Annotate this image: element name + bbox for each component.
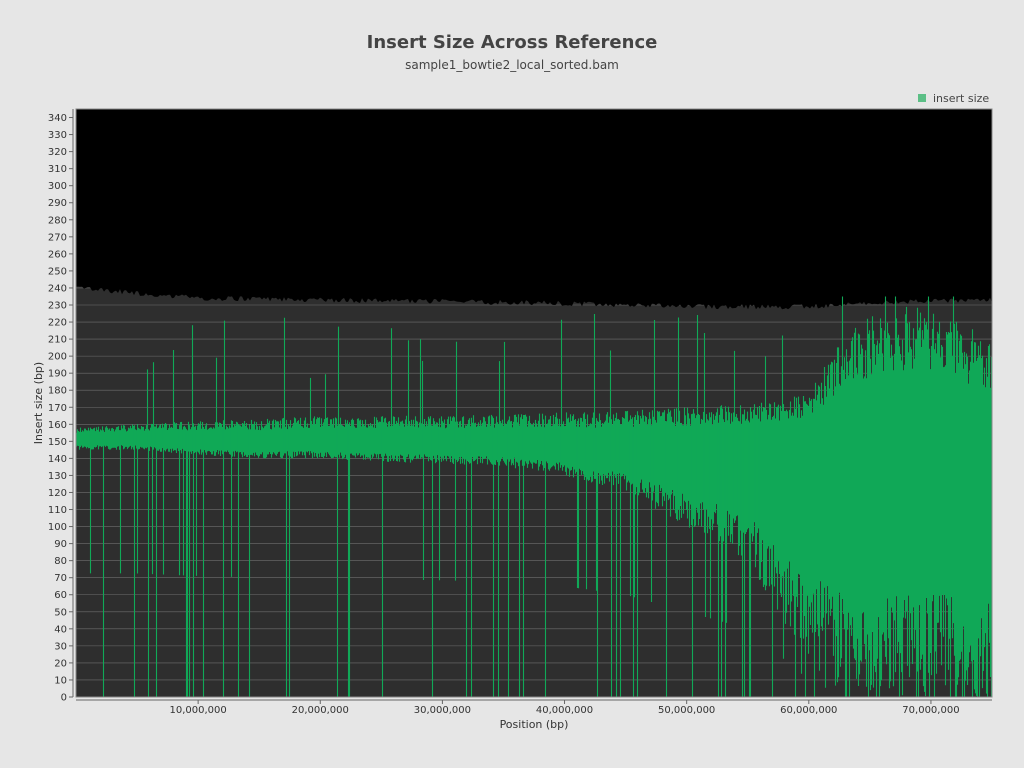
x-tick-label: 20,000,000 bbox=[292, 705, 349, 716]
series-insert-size bbox=[75, 296, 993, 697]
y-tick-label: 60 bbox=[54, 590, 67, 601]
y-tick-label: 320 bbox=[48, 147, 67, 158]
y-tick-label: 290 bbox=[48, 198, 67, 209]
y-tick-label: 190 bbox=[48, 369, 67, 380]
x-axis: 10,000,000 20,000,000 30,000,000 40,000,000… bbox=[76, 699, 992, 716]
y-tick-label: 260 bbox=[48, 249, 67, 260]
y-tick-label: 220 bbox=[48, 318, 67, 329]
x-tick-label: 30,000,000 bbox=[414, 705, 471, 716]
y-tick-label: 120 bbox=[48, 488, 67, 499]
chart-title: Insert Size Across Reference bbox=[367, 32, 658, 53]
y-tick-label: 90 bbox=[54, 539, 67, 550]
y-tick-label: 80 bbox=[54, 556, 67, 567]
y-tick-label: 270 bbox=[48, 232, 67, 243]
y-tick-label: 280 bbox=[48, 215, 67, 226]
y-tick-label: 250 bbox=[48, 266, 67, 277]
x-tick-label: 50,000,000 bbox=[658, 705, 715, 716]
y-tick-label: 230 bbox=[48, 301, 67, 312]
y-tick-label: 180 bbox=[48, 386, 67, 397]
y-tick-label: 340 bbox=[48, 113, 67, 124]
y-tick-label: 0 bbox=[61, 693, 67, 704]
y-tick-label: 130 bbox=[48, 471, 67, 482]
y-tick-label: 300 bbox=[48, 181, 67, 192]
x-tick-label: 40,000,000 bbox=[536, 705, 593, 716]
y-tick-label: 160 bbox=[48, 420, 67, 431]
x-tick-label: 60,000,000 bbox=[780, 705, 837, 716]
y-tick-label: 310 bbox=[48, 164, 67, 175]
plot-border bbox=[75, 108, 993, 698]
y-tick-label: 50 bbox=[54, 607, 67, 618]
x-tick-label: 10,000,000 bbox=[170, 705, 227, 716]
y-tick-label: 30 bbox=[54, 641, 67, 652]
y-tick-label: 210 bbox=[48, 335, 67, 346]
y-tick-label: 100 bbox=[48, 522, 67, 533]
y-axis: 0 10 20 30 40 50 60 70 80 90 100 110 120 130 140 150 160… bbox=[48, 109, 74, 704]
y-tick-label: 170 bbox=[48, 403, 67, 414]
y-tick-label: 240 bbox=[48, 283, 67, 294]
legend-label: insert size bbox=[933, 92, 989, 105]
y-axis-label: Insert size (bp) bbox=[32, 362, 45, 444]
y-tick-label: 40 bbox=[54, 624, 67, 635]
x-axis-label: Position (bp) bbox=[500, 718, 569, 731]
upper-band bbox=[76, 109, 992, 310]
y-tick-label: 10 bbox=[54, 675, 67, 686]
legend: insert size bbox=[918, 92, 989, 105]
y-tick-label: 140 bbox=[48, 454, 67, 465]
y-tick-label: 200 bbox=[48, 352, 67, 363]
legend-swatch bbox=[918, 94, 926, 102]
chart-subtitle: sample1_bowtie2_local_sorted.bam bbox=[405, 58, 619, 72]
y-tick-label: 330 bbox=[48, 130, 67, 141]
y-tick-label: 110 bbox=[48, 505, 67, 516]
x-tick-label: 70,000,000 bbox=[902, 705, 959, 716]
y-tick-label: 150 bbox=[48, 437, 67, 448]
y-tick-label: 70 bbox=[54, 573, 67, 584]
plot-area bbox=[75, 108, 993, 698]
y-tick-label: 20 bbox=[54, 658, 67, 669]
